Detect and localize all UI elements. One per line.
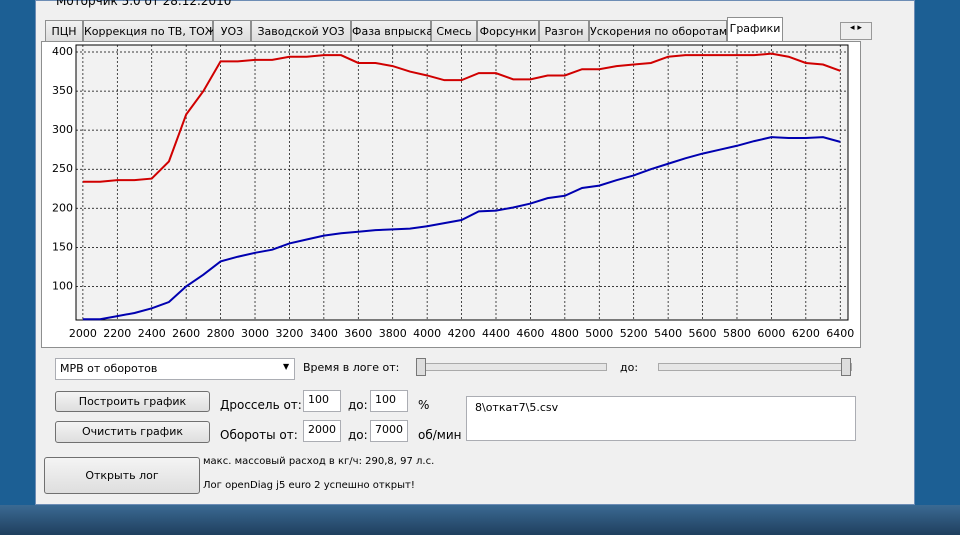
line-series: [82, 52, 841, 183]
x-tick-label: 6000: [757, 327, 785, 340]
x-tick-label: 4000: [413, 327, 441, 340]
tab[interactable]: Смесь: [431, 20, 477, 41]
y-tick-label: 150: [52, 240, 73, 253]
status: Лог openDiag j5 euro 2 успешно открыт!: [203, 480, 415, 491]
tab[interactable]: Форсунки: [477, 20, 539, 41]
y-tick-label: 300: [52, 123, 73, 136]
x-tick-label: 4800: [551, 327, 579, 340]
button[interactable]: Открыть лог: [44, 457, 200, 494]
x-tick-label: 2800: [207, 327, 235, 340]
x-tick-label: 4400: [482, 327, 510, 340]
y-tick-label: 200: [52, 201, 73, 214]
tab-scroll[interactable]: ◂ ▸: [840, 22, 872, 40]
tab[interactable]: Разгон: [539, 20, 589, 41]
tab[interactable]: ПЦН: [45, 20, 83, 41]
x-tick-label: 6200: [792, 327, 820, 340]
slider[interactable]: [418, 363, 607, 371]
status: макс. массовый расход в кг/ч: 290,8, 97 …: [203, 456, 435, 467]
tab[interactable]: УОЗ: [213, 20, 251, 41]
x-tick-label: 3400: [310, 327, 338, 340]
x-tick-label: 3600: [344, 327, 372, 340]
y-tick-label: 100: [52, 279, 73, 292]
slider[interactable]: [658, 363, 852, 371]
label: об/мин: [418, 428, 462, 442]
x-tick-label: 2200: [103, 327, 131, 340]
x-tick-label: 2400: [138, 327, 166, 340]
label: до:: [348, 398, 368, 412]
label: Обороты от:: [220, 428, 298, 442]
dropdown-arrow: ▼: [283, 362, 290, 371]
input[interactable]: 100: [370, 390, 408, 412]
window-title: Моторчик 5.0 от 28.12.2010: [56, 0, 232, 8]
slider-thumb[interactable]: [416, 358, 426, 376]
input[interactable]: 2000: [303, 420, 341, 442]
taskbar: [0, 505, 960, 535]
x-tick-label: 5600: [689, 327, 717, 340]
tab[interactable]: Графики: [727, 17, 783, 42]
x-tick-label: 6400: [826, 327, 854, 340]
label: до:: [620, 361, 639, 374]
label: Дроссель от:: [220, 398, 302, 412]
y-tick-label: 350: [52, 84, 73, 97]
button[interactable]: Построить график: [55, 391, 210, 412]
label: до:: [348, 428, 368, 442]
tab[interactable]: Фаза впрыска: [351, 20, 433, 41]
mode-select[interactable]: МРВ от оборотов: [55, 358, 295, 380]
x-tick-label: 2000: [69, 327, 97, 340]
input[interactable]: 100: [303, 390, 341, 412]
x-tick-label: 4200: [448, 327, 476, 340]
x-tick-label: 5200: [620, 327, 648, 340]
tab[interactable]: Ускорения по оборотам: [589, 20, 727, 41]
label: Время в логе от:: [303, 361, 400, 374]
button[interactable]: Очистить график: [55, 421, 210, 443]
file-box[interactable]: 8\откат7\5.csv: [466, 396, 856, 441]
x-tick-label: 3200: [275, 327, 303, 340]
y-tick-label: 250: [52, 162, 73, 175]
line-series: [82, 136, 841, 321]
y-tick-label: 400: [52, 45, 73, 58]
tab[interactable]: Заводской УОЗ: [251, 20, 351, 41]
plot-area: [75, 44, 849, 321]
x-tick-label: 5800: [723, 327, 751, 340]
x-tick-label: 5400: [654, 327, 682, 340]
x-tick-label: 3000: [241, 327, 269, 340]
slider-thumb[interactable]: [841, 358, 851, 376]
input[interactable]: 7000: [370, 420, 408, 442]
x-tick-label: 3800: [379, 327, 407, 340]
x-tick-label: 2600: [172, 327, 200, 340]
tab[interactable]: Коррекция по ТВ, ТОЖ: [83, 20, 217, 41]
label: %: [418, 398, 430, 412]
x-tick-label: 4600: [516, 327, 544, 340]
x-tick-label: 5000: [585, 327, 613, 340]
